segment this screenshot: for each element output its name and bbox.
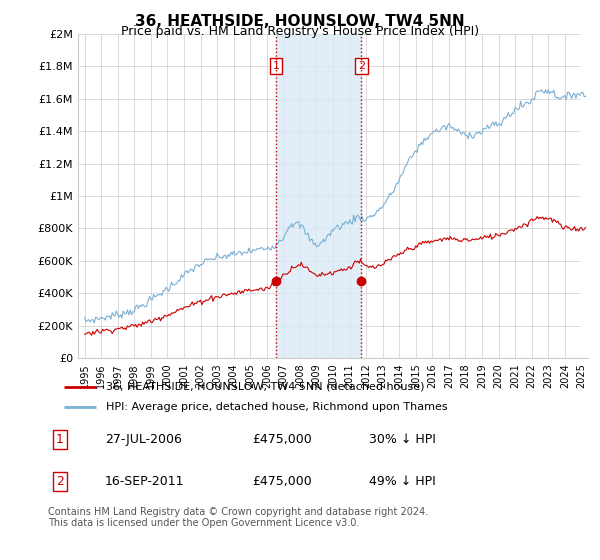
Text: Contains HM Land Registry data © Crown copyright and database right 2024.
This d: Contains HM Land Registry data © Crown c… [48,507,428,529]
Text: 36, HEATHSIDE, HOUNSLOW, TW4 5NN: 36, HEATHSIDE, HOUNSLOW, TW4 5NN [135,14,465,29]
Text: 16-SEP-2011: 16-SEP-2011 [105,475,185,488]
Bar [581,34,590,358]
Text: 49% ↓ HPI: 49% ↓ HPI [369,475,436,488]
Text: 2: 2 [56,475,64,488]
Text: Price paid vs. HM Land Registry's House Price Index (HPI): Price paid vs. HM Land Registry's House … [121,25,479,38]
Text: 36, HEATHSIDE, HOUNSLOW, TW4 5NN (detached house): 36, HEATHSIDE, HOUNSLOW, TW4 5NN (detach… [106,382,425,392]
Text: 27-JUL-2006: 27-JUL-2006 [105,433,182,446]
Text: £475,000: £475,000 [252,475,312,488]
Bar [276,34,361,358]
Text: 1: 1 [56,433,64,446]
Text: £475,000: £475,000 [252,433,312,446]
Text: HPI: Average price, detached house, Richmond upon Thames: HPI: Average price, detached house, Rich… [106,402,448,412]
Text: 2: 2 [358,61,365,71]
Text: 30% ↓ HPI: 30% ↓ HPI [369,433,436,446]
Text: 1: 1 [273,61,280,71]
